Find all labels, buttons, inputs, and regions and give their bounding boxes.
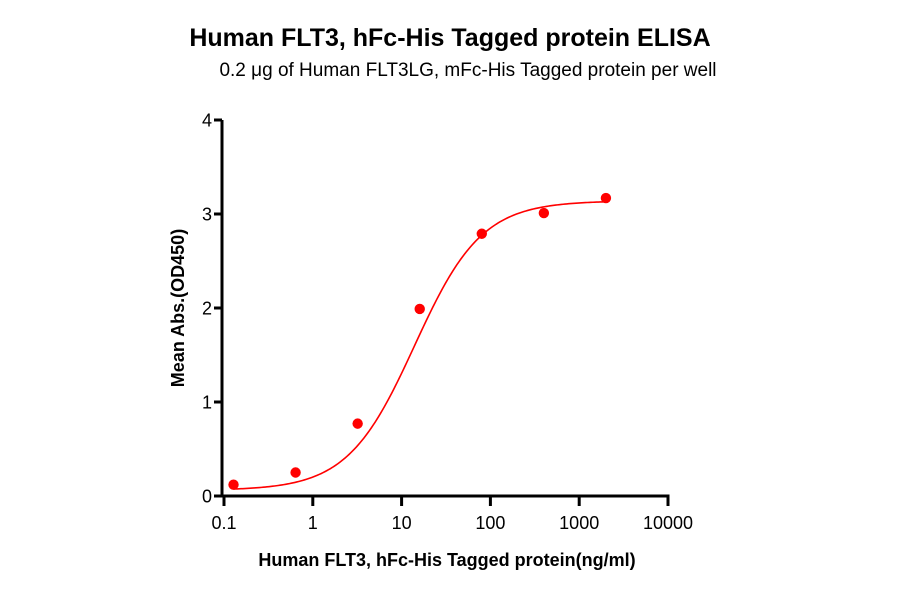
x-tick-label: 10 xyxy=(392,513,412,533)
x-axis-ticks: 0.1 1 10 100 1000 10000 xyxy=(211,496,693,533)
data-point xyxy=(476,228,487,239)
y-axis-ticks: 0 1 2 3 4 xyxy=(202,111,222,507)
y-tick-label: 2 xyxy=(202,299,212,319)
chart-title: Human FLT3, hFc-His Tagged protein ELISA xyxy=(189,24,711,52)
axes xyxy=(220,120,670,498)
data-point xyxy=(352,418,363,429)
fit-curve xyxy=(233,201,606,490)
data-point xyxy=(538,207,550,219)
data-point xyxy=(228,479,239,490)
x-tick-label: 1 xyxy=(308,513,318,533)
y-axis-label: Mean Abs.(OD450) xyxy=(168,229,188,387)
chart-subtitle: 0.2 μg of Human FLT3LG, mFc-His Tagged p… xyxy=(219,60,717,81)
y-tick-label: 1 xyxy=(202,393,212,413)
x-tick-label: 100 xyxy=(475,513,505,533)
data-point xyxy=(414,303,425,315)
data-points xyxy=(228,192,612,490)
x-tick-label: 10000 xyxy=(643,513,693,533)
x-axis-label: Human FLT3, hFc-His Tagged protein(ng/ml… xyxy=(258,550,635,570)
data-point xyxy=(600,192,612,204)
y-tick-label: 4 xyxy=(202,111,212,131)
y-tick-label: 0 xyxy=(202,487,212,507)
data-point xyxy=(290,467,301,478)
x-tick-label: 1000 xyxy=(559,513,599,533)
y-tick-label: 3 xyxy=(202,205,212,225)
x-tick-label: 0.1 xyxy=(211,513,236,533)
